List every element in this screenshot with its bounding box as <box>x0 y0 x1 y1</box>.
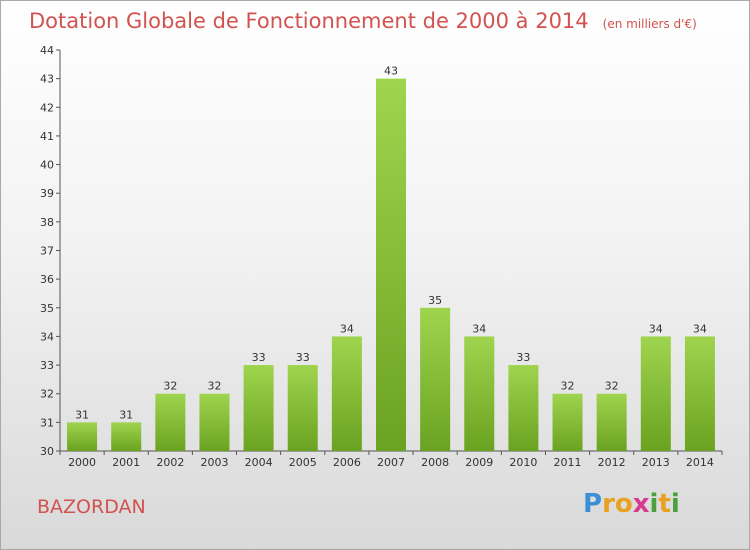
x-tick-label: 2006 <box>333 456 361 469</box>
proxiti-logo: Proxiti <box>583 489 680 519</box>
chart-title: Dotation Globale de Fonctionnement de 20… <box>29 9 697 33</box>
x-tick-label: 2012 <box>598 456 626 469</box>
logo-letter: r <box>602 489 615 519</box>
y-tick-label: 30 <box>40 445 54 458</box>
value-label: 32 <box>561 380 575 393</box>
bar-2012 <box>596 393 627 451</box>
y-tick-label: 34 <box>40 330 54 343</box>
value-label: 31 <box>75 408 89 421</box>
y-tick-label: 36 <box>40 273 54 286</box>
x-tick-label: 2004 <box>245 456 273 469</box>
bar-2011 <box>552 393 583 451</box>
x-tick-label: 2009 <box>465 456 493 469</box>
bar-2009 <box>464 336 495 451</box>
place-name: BAZORDAN <box>37 496 146 518</box>
y-tick-label: 44 <box>40 44 54 57</box>
value-label: 43 <box>384 65 398 78</box>
bar-2000 <box>67 422 98 451</box>
value-label: 31 <box>119 408 133 421</box>
y-tick-label: 41 <box>40 130 54 143</box>
y-tick-label: 33 <box>40 359 54 372</box>
title-text: Dotation Globale de Fonctionnement de 20… <box>29 9 589 33</box>
value-label: 33 <box>516 351 530 364</box>
value-label: 34 <box>472 322 486 335</box>
x-tick-label: 2011 <box>554 456 582 469</box>
x-tick-label: 2007 <box>377 456 405 469</box>
bar-2004 <box>243 365 274 451</box>
value-label: 32 <box>207 380 221 393</box>
y-tick-label: 31 <box>40 416 54 429</box>
x-tick-label: 2013 <box>642 456 670 469</box>
value-label: 33 <box>296 351 310 364</box>
y-tick-label: 38 <box>40 216 54 229</box>
value-label: 32 <box>605 380 619 393</box>
bar-2007 <box>375 78 407 452</box>
y-tick-label: 37 <box>40 245 54 258</box>
bar-2010 <box>508 365 539 451</box>
y-tick-label: 43 <box>40 73 54 86</box>
bar-2014 <box>684 336 715 451</box>
value-label: 34 <box>649 322 663 335</box>
logo-letter: i <box>670 489 680 519</box>
bars: 31 31 32 32 33 33 34 43 35 34 33 32 32 34 34 <box>67 65 715 452</box>
x-tick-label: 2014 <box>686 456 714 469</box>
value-label: 34 <box>693 322 707 335</box>
y-tick-label: 39 <box>40 187 54 200</box>
bar-2001 <box>111 422 142 451</box>
bar-2005 <box>287 365 318 451</box>
x-tick-label: 2001 <box>112 456 140 469</box>
bar-2002 <box>155 393 186 451</box>
value-label: 33 <box>252 351 266 364</box>
x-tick-label: 2010 <box>509 456 537 469</box>
x-tick-label: 2005 <box>289 456 317 469</box>
y-tick-label: 42 <box>40 101 54 114</box>
x-tick-label: 2000 <box>68 456 96 469</box>
logo-letter: x <box>632 489 650 519</box>
x-tick-label: 2008 <box>421 456 449 469</box>
logo-letter: P <box>583 489 603 519</box>
logo-letter: t <box>658 489 671 519</box>
bar-2006 <box>331 336 362 451</box>
x-tick-label: 2003 <box>200 456 228 469</box>
bar-2013 <box>640 336 671 451</box>
logo-letter: i <box>649 489 659 519</box>
bar-2008 <box>420 307 451 451</box>
value-label: 32 <box>163 380 177 393</box>
chart-subtitle: (en milliers d'€) <box>602 17 697 31</box>
y-tick-label: 35 <box>40 302 54 315</box>
y-tick-label: 40 <box>40 159 54 172</box>
bar-2003 <box>199 393 230 451</box>
logo-letter: o <box>614 489 633 519</box>
value-label: 35 <box>428 294 442 307</box>
value-label: 34 <box>340 322 354 335</box>
y-tick-label: 32 <box>40 388 54 401</box>
x-tick-label: 2002 <box>156 456 184 469</box>
